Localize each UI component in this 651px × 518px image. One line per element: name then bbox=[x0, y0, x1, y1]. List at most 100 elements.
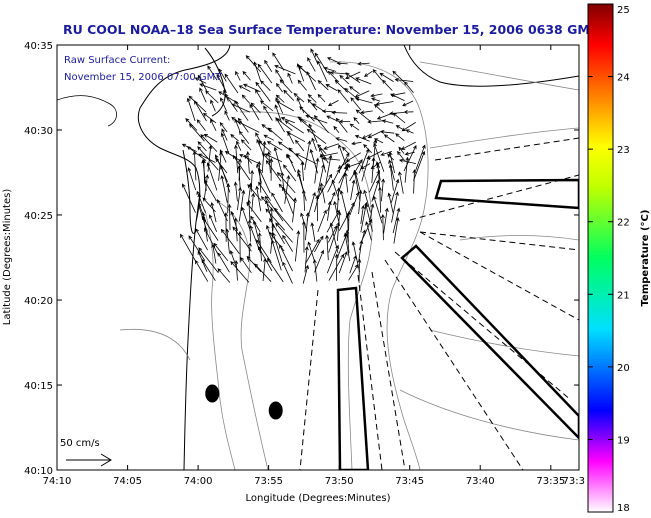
current-vector bbox=[365, 221, 372, 241]
current-vector bbox=[216, 73, 227, 92]
current-vector bbox=[286, 131, 306, 143]
current-vector bbox=[350, 97, 362, 111]
current-vector bbox=[302, 264, 309, 284]
current-vector bbox=[307, 57, 316, 72]
current-vector bbox=[388, 151, 395, 174]
current-vector bbox=[199, 87, 207, 103]
current-vector bbox=[307, 98, 318, 111]
current-vector bbox=[327, 200, 332, 221]
current-vector bbox=[403, 144, 417, 172]
current-vector bbox=[339, 74, 350, 85]
current-vector bbox=[210, 99, 216, 112]
current-vector bbox=[353, 169, 361, 202]
current-vector bbox=[274, 64, 296, 75]
current-vector bbox=[363, 70, 373, 77]
current-vector bbox=[231, 103, 250, 113]
current-vector bbox=[238, 85, 251, 92]
current-vector bbox=[381, 119, 394, 124]
current-vector bbox=[234, 100, 249, 121]
current-vector bbox=[396, 150, 406, 162]
current-vector bbox=[337, 162, 349, 194]
current-vector bbox=[372, 69, 383, 81]
current-vector bbox=[379, 72, 394, 82]
current-vector bbox=[306, 191, 316, 221]
inland-boundary bbox=[57, 95, 117, 127]
current-vector bbox=[307, 241, 316, 263]
current-vector bbox=[246, 150, 250, 174]
current-vector bbox=[265, 199, 273, 222]
current-vector bbox=[227, 203, 232, 231]
current-vector bbox=[220, 175, 228, 203]
current-vector bbox=[335, 117, 348, 133]
current-vector bbox=[273, 207, 294, 231]
current-vector bbox=[355, 97, 373, 104]
current-vector bbox=[210, 201, 217, 223]
current-vector bbox=[363, 189, 371, 213]
y-tick-label: 40:35 bbox=[24, 41, 53, 52]
current-vector bbox=[257, 232, 262, 262]
current-vector bbox=[314, 249, 325, 273]
current-vector bbox=[297, 79, 307, 91]
x-tick-label: 73:40 bbox=[466, 476, 495, 487]
current-vector bbox=[317, 93, 326, 103]
current-vector bbox=[233, 217, 238, 242]
current-vector bbox=[327, 191, 336, 212]
current-vector bbox=[306, 70, 316, 91]
current-vector bbox=[361, 155, 370, 182]
current-vector bbox=[319, 147, 329, 164]
current-vector bbox=[235, 70, 241, 81]
current-vector bbox=[272, 232, 283, 262]
current-vector bbox=[297, 172, 307, 201]
current-vector bbox=[255, 185, 262, 212]
current-vector bbox=[188, 235, 206, 261]
station-marker bbox=[205, 384, 220, 403]
current-vector bbox=[199, 83, 217, 91]
current-vector bbox=[325, 84, 338, 92]
current-vector bbox=[326, 115, 338, 122]
current-vector bbox=[360, 204, 365, 224]
current-vector bbox=[258, 140, 272, 153]
current-vector bbox=[224, 93, 238, 112]
current-vector bbox=[343, 172, 349, 193]
current-vector bbox=[203, 133, 218, 143]
current-vector bbox=[220, 97, 227, 112]
current-vector bbox=[255, 81, 271, 102]
colorbar-tick-label: 19 bbox=[617, 435, 630, 446]
current-vector bbox=[380, 130, 395, 134]
current-vector bbox=[345, 72, 361, 84]
current-vector bbox=[314, 235, 324, 253]
current-vector bbox=[368, 169, 380, 193]
current-vector bbox=[299, 118, 316, 133]
current-vector bbox=[296, 63, 305, 82]
current-vector bbox=[398, 158, 416, 164]
current-vector bbox=[237, 231, 242, 263]
current-vector bbox=[218, 68, 227, 82]
current-vector bbox=[305, 114, 328, 124]
current-vector bbox=[208, 214, 218, 232]
current-vector bbox=[360, 110, 373, 115]
current-vector bbox=[204, 227, 219, 254]
current-vector bbox=[279, 79, 293, 94]
current-vector bbox=[351, 141, 362, 146]
x-tick-label: 73:35 bbox=[536, 476, 565, 487]
current-vector bbox=[217, 268, 231, 283]
current-vector bbox=[276, 118, 293, 131]
current-vector bbox=[326, 244, 339, 274]
current-vector bbox=[325, 154, 333, 184]
current-vector bbox=[337, 89, 350, 103]
current-vector bbox=[224, 212, 228, 242]
current-vector bbox=[287, 72, 293, 84]
current-vector bbox=[315, 194, 320, 222]
figure-title: RU COOL NOAA–18 Sea Surface Temperature:… bbox=[63, 22, 599, 37]
current-vector bbox=[189, 123, 205, 142]
current-vector bbox=[293, 92, 305, 103]
land-coastline bbox=[57, 45, 231, 470]
current-vector bbox=[276, 171, 296, 194]
current-vector bbox=[349, 123, 360, 131]
colorbar-label: Temperature (°C) bbox=[640, 210, 651, 307]
colorbar-gradient bbox=[587, 3, 614, 513]
current-vector bbox=[245, 55, 262, 73]
current-vector bbox=[256, 239, 272, 263]
current-vector bbox=[203, 179, 217, 202]
current-vector bbox=[327, 70, 339, 83]
